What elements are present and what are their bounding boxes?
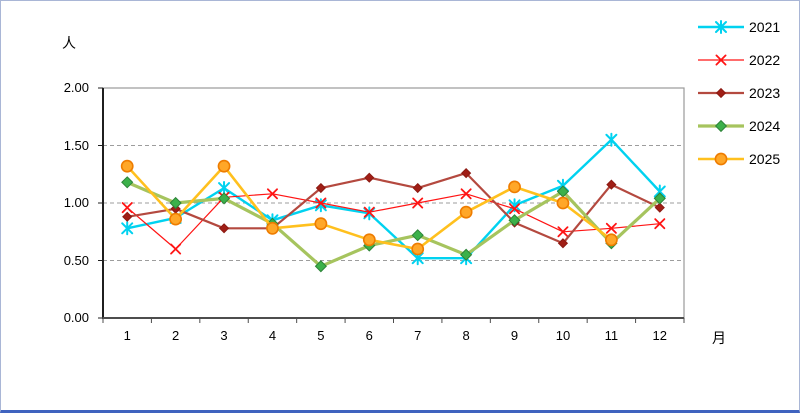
legend-sample-2021 bbox=[698, 19, 744, 34]
x-tick-label: 11 bbox=[604, 328, 619, 343]
marker-x bbox=[715, 54, 727, 66]
legend-sample-2023 bbox=[698, 87, 744, 98]
series-line-2024 bbox=[125, 180, 662, 268]
marker-x bbox=[557, 226, 569, 238]
marker-diamond bbox=[508, 214, 521, 227]
marker-circle bbox=[411, 242, 425, 256]
legend-label: 2024 bbox=[749, 117, 781, 134]
marker-circle bbox=[314, 217, 328, 231]
legend-item-2021[interactable]: 2021 bbox=[697, 10, 797, 43]
marker-x bbox=[509, 203, 521, 215]
y-tick-label: 1.50 bbox=[63, 137, 89, 153]
x-tick-label: 8 bbox=[462, 328, 470, 343]
y-tick-label: 1.00 bbox=[63, 195, 89, 210]
legend-item-2022[interactable]: 2022 bbox=[697, 43, 797, 76]
legend-label: 2022 bbox=[749, 51, 781, 68]
x-tick-label: 3 bbox=[220, 328, 228, 343]
legend-label: 2025 bbox=[749, 150, 781, 167]
marker-diamond bbox=[218, 223, 230, 234]
y-tick-label: 2.00 bbox=[63, 80, 89, 95]
marker-diamond bbox=[169, 196, 182, 210]
marker-circle bbox=[508, 180, 521, 194]
marker-circle bbox=[266, 221, 279, 235]
marker-circle bbox=[604, 233, 618, 247]
x-tick-label: 7 bbox=[414, 328, 422, 343]
x-tick-label: 10 bbox=[555, 328, 571, 343]
series-line-2022 bbox=[126, 193, 661, 250]
marker-circle bbox=[120, 159, 134, 173]
marker-circle bbox=[217, 159, 231, 173]
marker-x bbox=[363, 206, 375, 218]
marker-circle bbox=[169, 212, 183, 226]
x-tick-label: 9 bbox=[510, 328, 519, 343]
y-axis-unit-label: 人 bbox=[62, 35, 76, 51]
marker-diamond bbox=[460, 248, 473, 261]
series-line-2023 bbox=[126, 172, 661, 245]
marker-x bbox=[654, 218, 666, 230]
marker-x bbox=[460, 188, 472, 200]
y-tick-label: 0.00 bbox=[63, 310, 89, 325]
marker-circle bbox=[459, 205, 473, 219]
marker-x bbox=[412, 197, 424, 209]
x-tick-label: 12 bbox=[652, 328, 668, 343]
marker-diamond bbox=[122, 211, 133, 222]
x-tick-label: 4 bbox=[268, 328, 277, 343]
legend-sample-2025 bbox=[698, 152, 744, 165]
x-axis-unit-label: 月 bbox=[712, 330, 726, 346]
legend-sample-2024 bbox=[698, 119, 744, 132]
marker-diamond bbox=[314, 260, 327, 273]
marker-diamond bbox=[606, 179, 617, 190]
chart-legend: 2021 2022 2023 2024 2025 bbox=[697, 10, 797, 175]
legend-label: 2023 bbox=[749, 84, 781, 101]
x-tick-label: 6 bbox=[365, 328, 373, 343]
legend-item-2024[interactable]: 2024 bbox=[697, 109, 797, 142]
legend-item-2025[interactable]: 2025 bbox=[697, 142, 797, 175]
legend-sample-2022 bbox=[698, 54, 744, 66]
marker-circle bbox=[362, 233, 376, 247]
x-tick-label: 1 bbox=[123, 328, 131, 343]
series-2025 bbox=[120, 159, 618, 256]
marker-circle bbox=[714, 152, 728, 165]
series-2024 bbox=[121, 176, 666, 273]
marker-x bbox=[266, 188, 278, 200]
marker-diamond bbox=[364, 172, 375, 183]
marker-x bbox=[315, 197, 327, 209]
marker-diamond bbox=[715, 87, 727, 98]
y-tick-label: 0.50 bbox=[63, 252, 89, 268]
marker-circle bbox=[556, 196, 570, 210]
marker-diamond bbox=[654, 202, 665, 213]
marker-diamond bbox=[412, 182, 423, 194]
legend-item-2023[interactable]: 2023 bbox=[697, 76, 797, 109]
marker-x bbox=[605, 222, 617, 234]
marker-diamond bbox=[217, 192, 231, 205]
legend-label: 2021 bbox=[749, 18, 781, 35]
series-line-2021 bbox=[126, 138, 661, 260]
marker-x bbox=[170, 243, 182, 255]
marker-diamond bbox=[315, 182, 326, 194]
x-tick-label: 5 bbox=[317, 328, 325, 343]
marker-diamond bbox=[121, 176, 134, 189]
series-2022 bbox=[121, 188, 666, 255]
marker-diamond bbox=[714, 119, 728, 132]
marker-diamond bbox=[653, 192, 666, 205]
marker-diamond bbox=[557, 238, 569, 249]
marker-x bbox=[121, 202, 133, 214]
marker-diamond bbox=[461, 167, 472, 179]
marker-diamond bbox=[411, 229, 424, 242]
x-tick-label: 2 bbox=[172, 328, 180, 343]
